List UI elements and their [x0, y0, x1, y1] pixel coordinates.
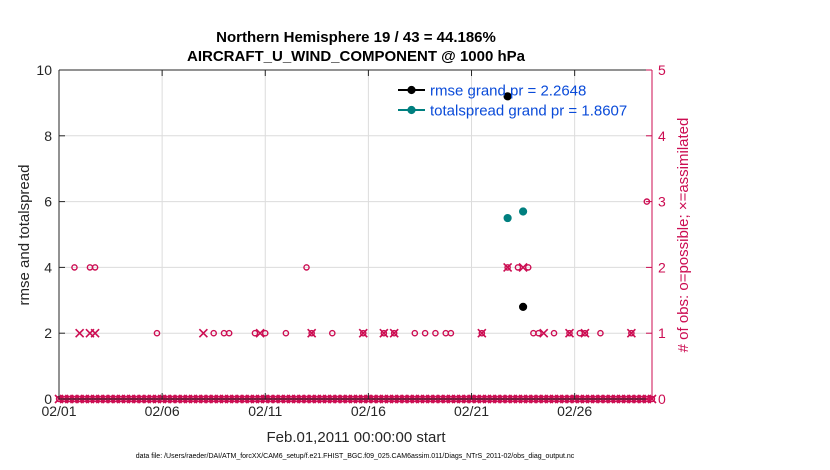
y-axis-label-right: # of obs: o=possible; ×=assimilated [675, 118, 692, 353]
obs-possible-marker [261, 329, 269, 337]
y-tick-label-right: 0 [658, 391, 666, 407]
obs-assimilated-marker [503, 262, 513, 272]
obs-assimilated-marker [580, 328, 590, 338]
axes: 02/01 02/06 02/11 02/16 02/21 02/26 0 2 4 6 8 10 0 1 2… [36, 62, 666, 419]
footer-data-file: data file: /Users/raeder/DAI/ATM_forcXX/… [136, 453, 575, 460]
obs-possible-marker [478, 329, 486, 337]
rmse-point [503, 92, 512, 101]
obs-assimilated-marker [255, 328, 265, 338]
chart-title-line-2: AIRCRAFT_U_WIND_COMPONENT @ 1000 hPa [187, 48, 526, 65]
obs-possible-marker [380, 329, 388, 337]
obs-assimilated-marker [379, 328, 389, 338]
obs-possible-marker [550, 329, 558, 337]
obs-possible-marker [535, 329, 542, 337]
obs-possible-marker [524, 264, 532, 271]
obs-assimilated-marker [389, 328, 399, 338]
obs-possible-marker [91, 264, 99, 271]
x-tick-label: 02/26 [557, 403, 592, 419]
obs-possible-marker [328, 329, 336, 337]
obs-assimilated-marker [307, 328, 317, 338]
obs-possible-marker [628, 329, 635, 337]
x-tick-label: 02/16 [351, 403, 386, 419]
obs-possible-marker [153, 329, 161, 337]
obs-possible-marker [432, 329, 439, 337]
obs-possible-marker [303, 264, 310, 271]
y-tick-label-left: 2 [44, 325, 52, 341]
y-tick-label-left: 10 [36, 62, 52, 78]
obs-assimilated-marker [539, 328, 549, 338]
y-tick-label-right: 1 [658, 325, 666, 341]
x-tick-label: 02/21 [454, 403, 489, 419]
x-axis-label: Feb.01,2011 00:00:00 start [266, 429, 446, 446]
legend-marker-totalspread [407, 105, 416, 115]
obs-possible-marker [308, 329, 315, 337]
obs-assimilated-marker [518, 262, 528, 272]
legend-marker-rmse [407, 85, 416, 95]
y-tick-label-left: 6 [44, 194, 52, 210]
obs-assimilated-marker [358, 328, 368, 338]
obs-assimilated-marker [198, 328, 208, 338]
obs-possible-marker [514, 264, 522, 271]
obs-assimilated-marker [90, 328, 100, 338]
legend: rmse grand pr = 2.2648 totalspread grand… [398, 83, 627, 120]
obs-possible-marker [597, 329, 604, 337]
obs-possible-marker [447, 329, 455, 337]
obs-assimilated-marker [75, 328, 85, 338]
x-tick-label: 02/06 [145, 403, 180, 419]
obs-possible-marker [504, 264, 511, 271]
y-axis-label-left: rmse and totalspread [16, 165, 33, 306]
obs-possible-marker [581, 329, 589, 337]
legend-label-totalspread: totalspread grand pr = 1.8607 [430, 103, 627, 120]
obs-possible-marker [210, 329, 217, 337]
y-tick-label-right: 2 [658, 259, 666, 275]
rmse-point [518, 302, 528, 311]
y-tick-label-left: 4 [44, 259, 52, 275]
obs-possible-marker [359, 329, 367, 337]
plot-area [59, 70, 652, 399]
y-tick-label-right: 5 [658, 62, 666, 78]
series-layer [503, 92, 528, 311]
totalspread-point [503, 213, 512, 223]
x-tick-label: 02/01 [41, 403, 76, 419]
y-tick-label-left: 0 [44, 391, 52, 407]
legend-label-rmse: rmse grand pr = 2.2648 [430, 83, 586, 100]
y-tick-label-left: 8 [44, 128, 52, 144]
obs-possible-marker [282, 329, 290, 337]
y-tick-label-right: 4 [658, 128, 666, 144]
obs-possible-marker [251, 329, 259, 337]
obs-possible-marker [566, 329, 573, 337]
obs-possible-marker [390, 329, 398, 337]
obs-possible-marker [71, 264, 78, 271]
totalspread-point [518, 207, 528, 216]
obs-possible-marker [421, 329, 429, 337]
obs-assimilated-marker [626, 328, 636, 338]
y-tick-label-right: 3 [658, 194, 666, 210]
obs-possible-marker [225, 329, 233, 337]
obs-assimilated-marker [564, 328, 575, 338]
x-tick-label: 02/11 [248, 403, 282, 419]
obs-assimilated-marker [477, 328, 487, 338]
chart-title-line-1: Northern Hemisphere 19 / 43 = 44.186% [216, 29, 496, 46]
obs-possible-marker [411, 329, 419, 337]
